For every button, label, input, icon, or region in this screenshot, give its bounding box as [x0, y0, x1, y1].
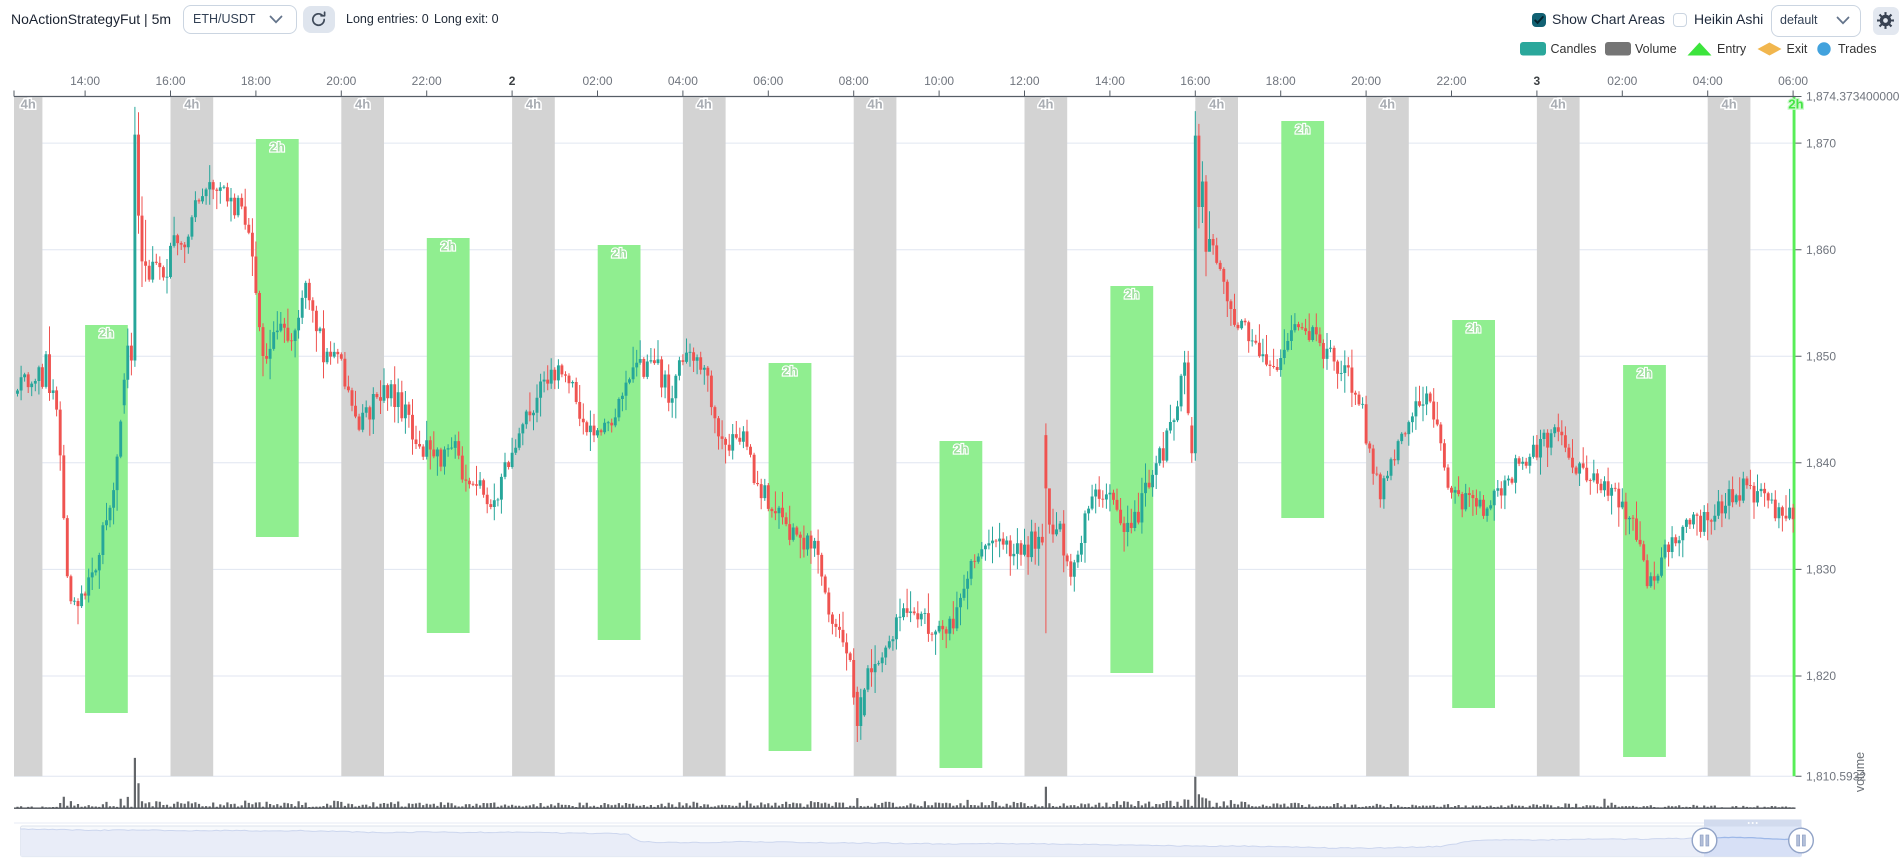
svg-text:12:00: 12:00 [1009, 74, 1039, 88]
svg-text:4h: 4h [526, 97, 541, 112]
svg-text:4h: 4h [1038, 97, 1053, 112]
svg-text:2h: 2h [1124, 287, 1139, 302]
svg-text:3: 3 [1534, 74, 1541, 88]
svg-text:1,870: 1,870 [1806, 136, 1836, 150]
svg-text:4h: 4h [1551, 97, 1566, 112]
svg-text:2h: 2h [1637, 366, 1652, 381]
svg-text:4h: 4h [697, 97, 712, 112]
svg-text:08:00: 08:00 [839, 74, 869, 88]
svg-text:10:00: 10:00 [924, 74, 954, 88]
svg-text:2h: 2h [1466, 321, 1481, 336]
svg-text:4h: 4h [21, 97, 36, 112]
svg-text:2h: 2h [270, 140, 285, 155]
svg-text:4h: 4h [1722, 97, 1737, 112]
svg-text:volume: volume [1853, 752, 1867, 792]
svg-text:02:00: 02:00 [1607, 74, 1637, 88]
svg-text:06:00: 06:00 [753, 74, 783, 88]
svg-text:1,810.5932: 1,810.5932 [1806, 769, 1866, 783]
svg-text:1,830: 1,830 [1806, 563, 1836, 577]
svg-text:1,850: 1,850 [1806, 349, 1836, 363]
svg-text:02:00: 02:00 [582, 74, 612, 88]
svg-text:18:00: 18:00 [1266, 74, 1296, 88]
svg-text:2h: 2h [612, 246, 627, 261]
svg-text:1,874.373400000: 1,874.373400000 [1806, 90, 1900, 104]
svg-text:4h: 4h [184, 97, 199, 112]
svg-text:2h: 2h [99, 326, 114, 341]
svg-text:2h: 2h [953, 442, 968, 457]
svg-text:14:00: 14:00 [1095, 74, 1125, 88]
svg-text:2: 2 [509, 74, 516, 88]
svg-text:1,840: 1,840 [1806, 456, 1836, 470]
svg-text:04:00: 04:00 [1693, 74, 1723, 88]
svg-text:18:00: 18:00 [241, 74, 271, 88]
svg-text:22:00: 22:00 [412, 74, 442, 88]
svg-text:2h: 2h [782, 364, 797, 379]
svg-text:04:00: 04:00 [668, 74, 698, 88]
svg-text:4h: 4h [1380, 97, 1395, 112]
svg-text:4h: 4h [868, 97, 883, 112]
svg-text:06:00: 06:00 [1778, 74, 1808, 88]
svg-text:16:00: 16:00 [155, 74, 185, 88]
svg-text:20:00: 20:00 [1351, 74, 1381, 88]
svg-text:4h: 4h [355, 97, 370, 112]
svg-text:16:00: 16:00 [1180, 74, 1210, 88]
svg-text:2h: 2h [1295, 122, 1310, 137]
svg-text:2h: 2h [1788, 97, 1803, 112]
svg-text:4h: 4h [1209, 97, 1224, 112]
svg-text:1,860: 1,860 [1806, 243, 1836, 257]
svg-text:2h: 2h [441, 239, 456, 254]
svg-text:1,820: 1,820 [1806, 669, 1836, 683]
svg-text:14:00: 14:00 [70, 74, 100, 88]
svg-text:22:00: 22:00 [1436, 74, 1466, 88]
svg-text:20:00: 20:00 [326, 74, 356, 88]
